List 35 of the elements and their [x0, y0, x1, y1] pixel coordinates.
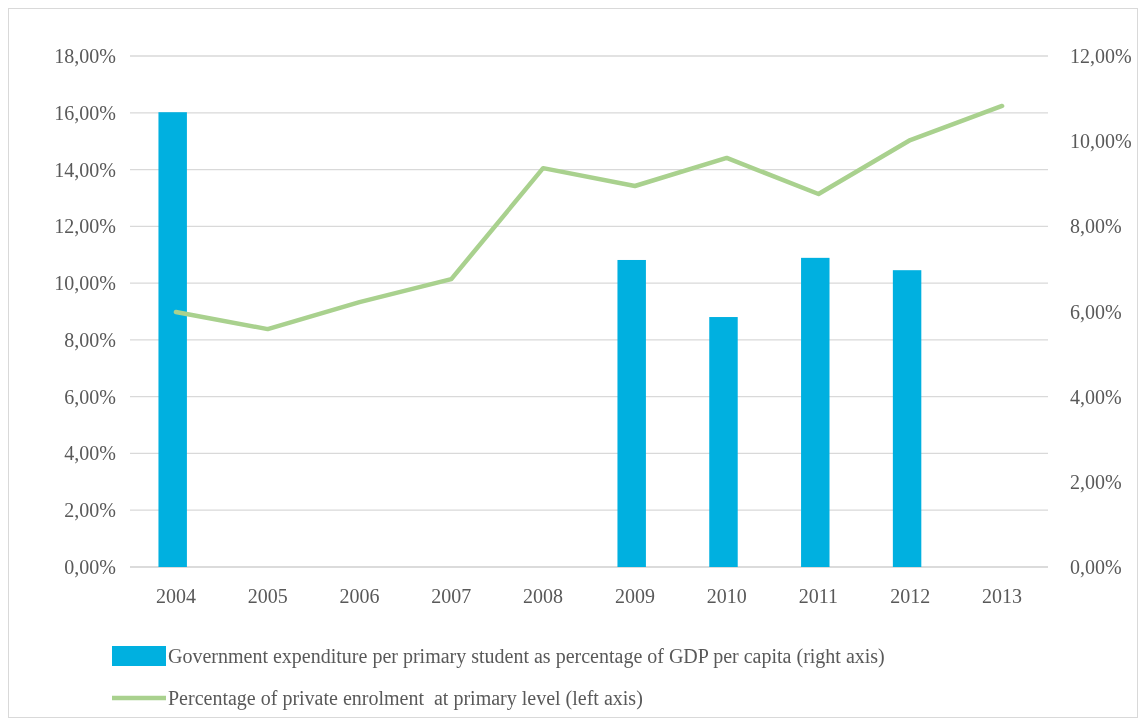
- x-tick-label: 2005: [247, 585, 288, 607]
- x-tick-label: 2012: [890, 585, 931, 607]
- y2-tick-label: 4,00%: [1070, 385, 1122, 408]
- y-tick-label: 2,00%: [64, 499, 116, 522]
- bar: [892, 270, 922, 567]
- y2-tick-label: 8,00%: [1070, 215, 1122, 238]
- bar: [617, 259, 646, 567]
- bar: [709, 317, 738, 567]
- bar: [801, 257, 830, 567]
- x-tick-label: 2006: [339, 585, 380, 607]
- y2-tick-label: 2,00%: [1070, 470, 1122, 493]
- y-tick-label: 14,00%: [54, 158, 116, 181]
- x-tick-label: 2008: [523, 585, 564, 607]
- x-tick-label: 2004: [155, 585, 196, 607]
- y-tick-label: 12,00%: [54, 215, 116, 238]
- y2-tick-label: 6,00%: [1070, 300, 1122, 323]
- legend-label: Percentage of private enrolment at primary level (left axis): [168, 687, 643, 710]
- x-tick-label: 2011: [798, 585, 839, 607]
- y-tick-label: 4,00%: [64, 442, 116, 465]
- x-tick-label: 2013: [982, 585, 1023, 607]
- y2-tick-label: 0,00%: [1070, 556, 1122, 578]
- y-tick-label: 16,00%: [54, 101, 116, 124]
- bar: [158, 112, 187, 567]
- legend-label: Government expenditure per primary student as percentage of GDP per capita (right axis): [168, 645, 885, 668]
- y-tick-label: 0,00%: [64, 556, 116, 578]
- y-tick-label: 6,00%: [64, 385, 116, 408]
- y-tick-label: 10,00%: [54, 272, 116, 295]
- y-tick-label: 8,00%: [64, 328, 116, 351]
- x-tick-label: 2009: [614, 585, 655, 607]
- y2-tick-label: 12,00%: [1070, 45, 1132, 67]
- y2-tick-label: 10,00%: [1070, 130, 1132, 153]
- y-tick-label: 18,00%: [54, 45, 116, 67]
- x-tick-label: 2010: [706, 585, 747, 607]
- x-tick-label: 2007: [431, 585, 472, 607]
- line-series: [173, 103, 1005, 332]
